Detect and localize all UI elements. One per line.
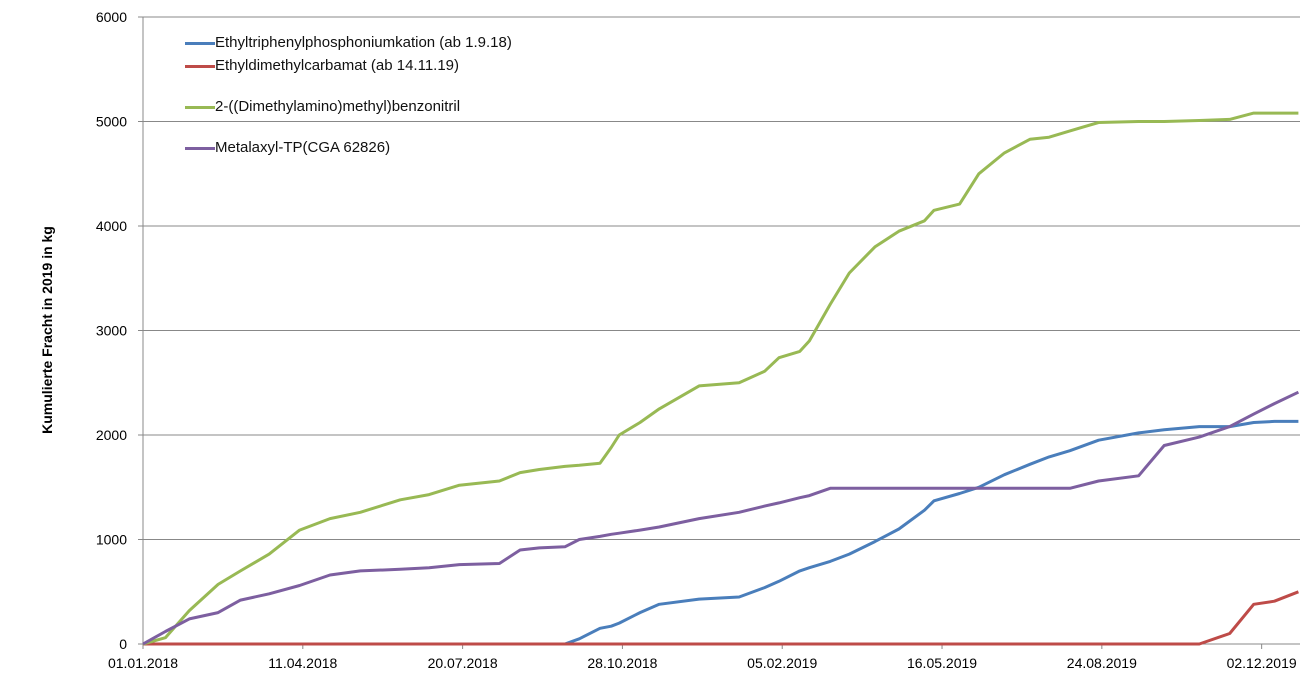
y-tick-label: 1000 xyxy=(96,532,127,548)
legend-label: Metalaxyl-TP(CGA 62826) xyxy=(215,139,391,156)
y-tick-label: 4000 xyxy=(96,218,127,234)
legend-item: Metalaxyl-TP(CGA 62826) xyxy=(185,137,530,158)
x-tick-label: 20.07.2018 xyxy=(428,655,498,671)
legend-label: 2-((Dimethylamino)methyl)benzonitril xyxy=(215,98,461,115)
legend: Ethyltriphenylphosphoniumkation (ab 1.9.… xyxy=(185,32,530,178)
legend-label: Ethyldimethylcarbamat (ab 14.11.19) xyxy=(215,57,460,74)
y-tick-label: 2000 xyxy=(96,427,127,443)
legend-swatch xyxy=(185,42,215,45)
series-line xyxy=(142,111,1299,646)
x-tick-label: 01.01.2018 xyxy=(108,655,178,671)
legend-swatch xyxy=(185,65,215,68)
x-tick-label: 11.04.2018 xyxy=(268,655,337,671)
x-tick-label: 16.05.2019 xyxy=(907,655,977,671)
legend-item: 2-((Dimethylamino)methyl)benzonitril xyxy=(185,96,530,117)
legend-swatch xyxy=(185,106,215,109)
y-tick-label: 5000 xyxy=(96,114,127,130)
series-line xyxy=(142,390,1300,646)
x-tick-label: 28.10.2018 xyxy=(587,655,657,671)
x-tick-label: 05.02.2019 xyxy=(747,655,817,671)
y-tick-label: 3000 xyxy=(96,323,127,339)
series-line xyxy=(143,590,1299,646)
legend-item: Ethyltriphenylphosphoniumkation (ab 1.9.… xyxy=(185,32,530,53)
legend-label: Ethyltriphenylphosphoniumkation (ab 1.9.… xyxy=(215,34,512,51)
series-line xyxy=(143,419,1299,646)
legend-swatch xyxy=(185,147,215,150)
y-tick-label: 0 xyxy=(119,636,127,652)
x-tick-label: 24.08.2019 xyxy=(1067,655,1137,671)
y-axis-label: Kumulierte Fracht in 2019 in kg xyxy=(39,226,55,434)
x-tick-label: 02.12.2019 xyxy=(1227,655,1297,671)
y-tick-label: 6000 xyxy=(96,9,127,25)
legend-item: Ethyldimethylcarbamat (ab 14.11.19) xyxy=(185,55,530,76)
